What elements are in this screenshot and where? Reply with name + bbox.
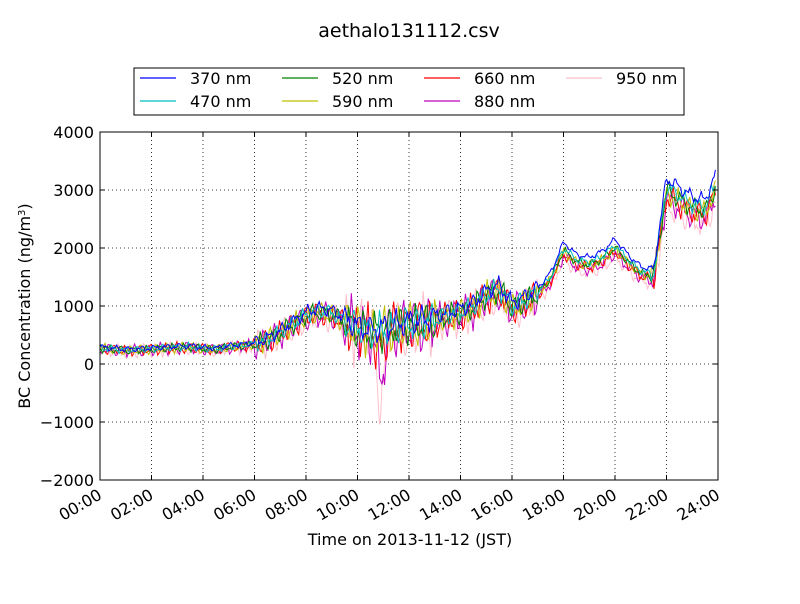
y-axis-label-main: BC Concentration (ng/m — [15, 216, 34, 409]
y-tick-label: −2000 — [40, 471, 94, 490]
legend-label: 370 nm — [190, 69, 251, 88]
y-axis-label: BC Concentration (ng/m3) — [15, 203, 34, 408]
y-tick-label: 3000 — [53, 181, 94, 200]
legend: 370 nm 470 nm 520 nm 590 nm 660 nm 880 nm 950 … — [133, 67, 685, 116]
legend-box — [133, 67, 685, 116]
legend-label: 950 nm — [616, 69, 677, 88]
series-line-470-nm — [99, 183, 716, 355]
chart-title: aethalo131112.csv — [318, 20, 500, 42]
legend-label: 470 nm — [190, 92, 251, 111]
y-axis-label-tail: ) — [15, 203, 34, 209]
data-series — [99, 169, 716, 425]
legend-label: 590 nm — [332, 92, 393, 111]
legend-label: 880 nm — [474, 92, 535, 111]
legend-label: 660 nm — [474, 69, 535, 88]
y-tick-label: 1000 — [53, 297, 94, 316]
y-tick-label: 2000 — [53, 239, 94, 258]
y-axis-ticks: −2000 −1000 0 1000 2000 3000 4000 — [40, 123, 718, 490]
series-line-880-nm — [99, 190, 716, 385]
series-line-520-nm — [99, 180, 716, 355]
legend-label: 520 nm — [332, 69, 393, 88]
series-line-370-nm — [99, 169, 716, 353]
x-axis-label: Time on 2013-11-12 (JST) — [307, 530, 512, 549]
y-tick-label: 4000 — [53, 123, 94, 142]
y-tick-label: 0 — [84, 355, 94, 374]
y-tick-label: −1000 — [40, 413, 94, 432]
y-axis-label-superscript: 3 — [17, 210, 28, 216]
